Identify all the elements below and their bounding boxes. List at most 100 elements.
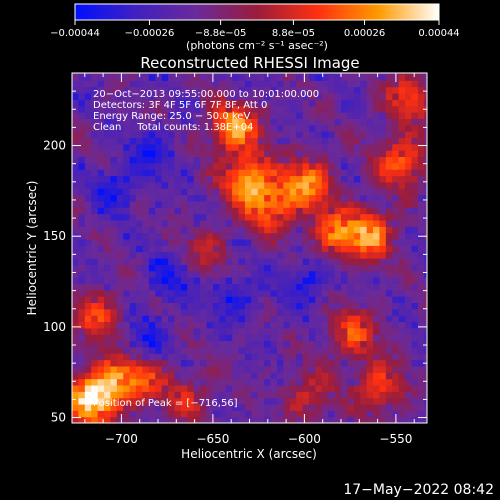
heatmap-pixel: [353, 162, 361, 170]
heatmap-pixel: [251, 257, 259, 265]
heatmap-pixel: [161, 308, 169, 316]
heatmap-pixel: [321, 315, 329, 323]
heatmap-pixel: [174, 346, 182, 354]
heatmap-pixel: [276, 188, 284, 196]
heatmap-pixel: [251, 378, 259, 386]
heatmap-pixel: [78, 391, 86, 399]
heatmap-pixel: [411, 92, 419, 100]
heatmap-pixel: [238, 111, 246, 119]
heatmap-pixel: [353, 73, 361, 75]
heatmap-pixel: [187, 308, 195, 316]
heatmap-pixel: [78, 321, 86, 329]
heatmap-pixel: [142, 346, 150, 354]
heatmap-pixel: [212, 353, 220, 361]
heatmap-pixel: [244, 334, 252, 342]
heatmap-pixel: [296, 264, 304, 272]
heatmap-pixel: [136, 365, 144, 373]
heatmap-pixel: [398, 308, 406, 316]
heatmap-pixel: [270, 321, 278, 329]
heatmap-pixel: [302, 397, 310, 405]
heatmap-pixel: [424, 245, 427, 253]
heatmap-pixel: [334, 156, 342, 164]
heatmap-pixel: [340, 372, 348, 380]
heatmap-pixel: [392, 308, 400, 316]
heatmap-pixel: [379, 257, 387, 265]
heatmap-pixel: [110, 137, 118, 145]
heatmap-pixel: [206, 238, 214, 246]
heatmap-pixel: [136, 238, 144, 246]
heatmap-pixel: [257, 111, 265, 119]
heatmap-pixel: [148, 334, 156, 342]
heatmap-pixel: [110, 365, 118, 373]
heatmap-pixel: [155, 308, 163, 316]
heatmap-pixel: [78, 340, 86, 348]
heatmap-pixel: [321, 321, 329, 329]
heatmap-pixel: [392, 181, 400, 189]
heatmap-pixel: [379, 340, 387, 348]
heatmap-pixel: [289, 397, 297, 405]
heatmap-pixel: [110, 397, 118, 405]
heatmap-pixel: [328, 150, 336, 158]
heatmap-pixel: [232, 226, 240, 234]
heatmap-pixel: [232, 359, 240, 367]
heatmap-pixel: [168, 308, 176, 316]
heatmap-pixel: [328, 270, 336, 278]
heatmap-pixel: [302, 277, 310, 284]
heatmap-pixel: [366, 359, 374, 367]
heatmap-pixel: [379, 277, 387, 284]
heatmap-pixel: [379, 410, 387, 418]
heatmap-pixel: [264, 188, 272, 196]
heatmap-pixel: [212, 105, 220, 113]
heatmap-pixel: [219, 143, 227, 151]
heatmap-pixel: [142, 365, 150, 373]
heatmap-pixel: [72, 289, 79, 297]
heatmap-pixel: [168, 156, 176, 164]
heatmap-pixel: [116, 86, 124, 94]
heatmap-pixel: [289, 277, 297, 284]
heatmap-pixel: [353, 73, 361, 81]
heatmap-pixel: [148, 150, 156, 158]
heatmap-pixel: [347, 143, 355, 151]
heatmap-pixel: [360, 86, 368, 94]
heatmap-pixel: [78, 403, 86, 411]
heatmap-pixel: [206, 181, 214, 189]
heatmap-pixel: [174, 194, 182, 202]
heatmap-pixel: [168, 200, 176, 208]
heatmap-pixel: [232, 162, 240, 170]
heatmap-pixel: [270, 200, 278, 208]
heatmap-pixel: [411, 118, 419, 126]
heatmap-pixel: [328, 372, 336, 380]
heatmap-pixel: [91, 156, 99, 164]
heatmap-pixel: [180, 73, 188, 75]
heatmap-pixel: [398, 403, 406, 411]
heatmap-pixel: [276, 251, 284, 259]
heatmap-pixel: [264, 137, 272, 145]
heatmap-pixel: [193, 181, 201, 189]
heatmap-pixel: [424, 175, 427, 183]
heatmap-pixel: [321, 124, 329, 132]
heatmap-pixel: [116, 99, 124, 107]
heatmap-pixel: [315, 181, 323, 189]
heatmap-pixel: [308, 365, 316, 373]
heatmap-pixel: [136, 302, 144, 310]
heatmap-pixel: [257, 169, 265, 177]
heatmap-pixel: [180, 315, 188, 323]
heatmap-pixel: [180, 365, 188, 373]
heatmap-pixel: [110, 372, 118, 380]
heatmap-pixel: [232, 365, 240, 373]
heatmap-pixel: [251, 143, 259, 151]
heatmap-pixel: [193, 245, 201, 253]
heatmap-pixel: [136, 384, 144, 392]
heatmap-pixel: [283, 194, 291, 202]
heatmap-pixel: [270, 416, 278, 423]
heatmap-pixel: [251, 232, 259, 240]
heatmap-pixel: [353, 340, 361, 348]
heatmap-pixel: [72, 200, 79, 208]
heatmap-pixel: [373, 327, 381, 335]
heatmap-pixel: [379, 353, 387, 361]
heatmap-pixel: [373, 226, 381, 234]
heatmap-pixel: [417, 416, 425, 423]
heatmap-pixel: [174, 340, 182, 348]
heatmap-pixel: [373, 410, 381, 418]
heatmap-pixel: [225, 340, 233, 348]
